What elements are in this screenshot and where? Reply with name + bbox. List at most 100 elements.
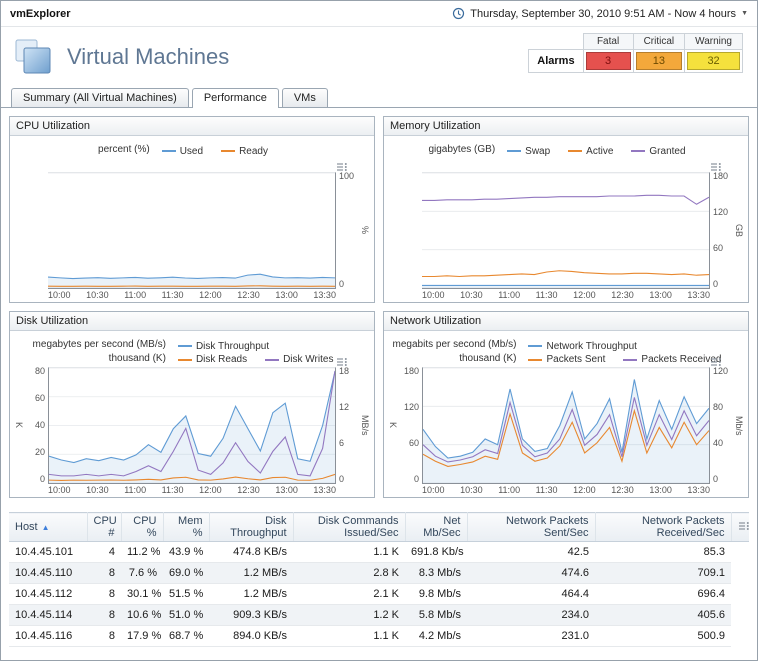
column-header[interactable]: Disk Commands Issued/Sec xyxy=(293,512,406,542)
x-tick-label: 13:30 xyxy=(313,485,336,495)
page-header: Virtual Machines Fatal Critical Warning … xyxy=(1,27,757,85)
chart-area: K 80 60 40 20 0 18 12 6 0 MB/s xyxy=(10,358,374,484)
x-tick-label: 10:30 xyxy=(460,290,483,300)
table-options-icon[interactable] xyxy=(731,512,749,542)
x-tick-label: 10:00 xyxy=(48,485,71,495)
x-axis: 10:00 10:30 11:00 11:30 12:00 12:30 13:00 13:30 xyxy=(422,290,710,300)
y-tick-label: 80 xyxy=(713,402,724,412)
plot-area xyxy=(48,172,336,289)
x-tick-label: 11:30 xyxy=(535,290,558,300)
column-header[interactable]: CPU % xyxy=(121,512,164,542)
legend-item: Network Throughput xyxy=(528,341,637,352)
chart-area: 100 0 % xyxy=(10,163,374,289)
y-axis-label: GB xyxy=(734,223,744,237)
tab-summary[interactable]: Summary (All Virtual Machines) xyxy=(11,88,189,107)
x-tick-label: 13:00 xyxy=(275,290,298,300)
table-cell: 10.4.45.114 xyxy=(9,604,87,626)
network-utilization-panel: Network Utilization megabits per second … xyxy=(383,311,749,498)
x-tick-label: 11:30 xyxy=(161,485,184,495)
chart-legend: megabits per second (Mb/s) Network Throug… xyxy=(393,338,740,365)
tab-performance[interactable]: Performance xyxy=(191,88,279,108)
column-header[interactable]: CPU # xyxy=(87,512,122,542)
column-header[interactable]: Mem % xyxy=(163,512,210,542)
time-range-control[interactable]: Thursday, September 30, 2010 9:51 AM - N… xyxy=(452,7,748,20)
x-tick-label: 12:30 xyxy=(237,290,260,300)
cpu-utilization-panel: CPU Utilization percent (%) Used Ready 100… xyxy=(9,116,375,303)
table-cell: 85.3 xyxy=(595,541,731,563)
chart-options-icon[interactable] xyxy=(336,162,348,172)
legend-item: Ready xyxy=(221,146,268,157)
table-cell: 474.8 KB/s xyxy=(209,541,293,563)
column-header[interactable]: Net Mb/Sec xyxy=(405,512,468,542)
table-row[interactable]: 10.4.45.110 8 7.6 % 69.0 % 1.2 MB/s 2.8 K 8.3 … xyxy=(9,562,749,584)
x-tick-label: 13:30 xyxy=(687,485,710,495)
table-cell: 10.4.45.110 xyxy=(9,562,87,584)
column-header[interactable]: Network Packets Sent/Sec xyxy=(467,512,596,542)
plot-area xyxy=(48,367,336,484)
table-cell: 43.9 % xyxy=(163,541,209,563)
y-tick-label: 120 xyxy=(713,207,729,217)
table-header: Host ▲ CPU # CPU % Mem % Disk Throughput Disk … xyxy=(9,512,749,542)
alarms-label: Alarms xyxy=(528,49,584,73)
table-cell: 2.1 K xyxy=(293,583,405,605)
y-tick-label: 18 xyxy=(339,366,350,376)
table-row-gutter xyxy=(731,625,749,647)
table-row-gutter xyxy=(731,604,749,626)
table-cell: 10.6 % xyxy=(121,604,163,626)
table-cell: 10.4.45.112 xyxy=(9,583,87,605)
y-tick-label: 12 xyxy=(339,402,350,412)
legend-item: Used xyxy=(161,146,203,157)
x-tick-label: 10:30 xyxy=(86,290,109,300)
table-cell: 894.0 KB/s xyxy=(209,625,293,647)
table-cell: 909.3 KB/s xyxy=(209,604,293,626)
alarms-summary: Fatal Critical Warning Alarms 3 13 32 xyxy=(528,33,743,73)
table-cell: 691.8 Kb/s xyxy=(405,541,467,563)
fatal-count-badge[interactable]: 3 xyxy=(585,52,631,70)
table-cell: 8 xyxy=(87,562,121,584)
alarms-critical-header: Critical xyxy=(632,33,686,50)
y-tick-label: 6 xyxy=(339,438,345,448)
table-cell: 5.8 Mb/s xyxy=(405,604,467,626)
chart-options-icon[interactable] xyxy=(710,357,722,367)
table-cell: 1.1 K xyxy=(293,625,405,647)
y-tick-label: 0 xyxy=(339,474,345,484)
x-tick-label: 13:30 xyxy=(313,290,336,300)
table-cell: 8.3 Mb/s xyxy=(405,562,467,584)
warning-count-badge[interactable]: 32 xyxy=(687,52,740,70)
x-tick-label: 11:00 xyxy=(124,290,147,300)
table-cell: 4.2 Mb/s xyxy=(405,625,467,647)
column-header[interactable]: Host ▲ xyxy=(9,512,88,542)
y-axis-left: 80 60 40 20 0 xyxy=(24,367,48,484)
chart-options-icon[interactable] xyxy=(710,162,722,172)
tab-vms[interactable]: VMs xyxy=(281,88,328,107)
chart-options-icon[interactable] xyxy=(336,357,348,367)
chevron-down-icon: ▼ xyxy=(741,10,748,17)
column-header[interactable]: Network Packets Received/Sec xyxy=(595,512,732,542)
legend-item: Granted xyxy=(631,146,686,157)
legend-item: Disk Throughput xyxy=(177,341,269,352)
critical-count-badge[interactable]: 13 xyxy=(635,52,683,70)
y-axis-left xyxy=(398,172,422,289)
table-cell: 8 xyxy=(87,604,121,626)
table-cell: 11.2 % xyxy=(121,541,163,563)
table-cell: 4 xyxy=(87,541,121,563)
alarms-warning-header: Warning xyxy=(684,33,743,50)
tab-bar: Summary (All Virtual Machines) Performan… xyxy=(1,85,757,108)
chart-area: K 180 120 60 0 120 80 40 0 Mb/s xyxy=(384,358,748,484)
table-cell: 69.0 % xyxy=(163,562,209,584)
alarms-corner-cell xyxy=(529,34,583,50)
x-tick-label: 11:30 xyxy=(535,485,558,495)
table-cell: 231.0 xyxy=(467,625,595,647)
sort-asc-icon: ▲ xyxy=(41,522,50,532)
chart-legend: megabytes per second (MB/s) Disk Throughp… xyxy=(33,338,352,365)
x-tick-label: 10:30 xyxy=(460,485,483,495)
chart-legend: gigabytes (GB) Swap Active Granted xyxy=(428,143,703,157)
y-tick-label: 80 xyxy=(34,366,45,376)
table-cell: 405.6 xyxy=(595,604,731,626)
column-header[interactable]: Disk Throughput xyxy=(209,512,294,542)
table-row[interactable]: 10.4.45.112 8 30.1 % 51.5 % 1.2 MB/s 2.1 K 9.8… xyxy=(9,583,749,605)
